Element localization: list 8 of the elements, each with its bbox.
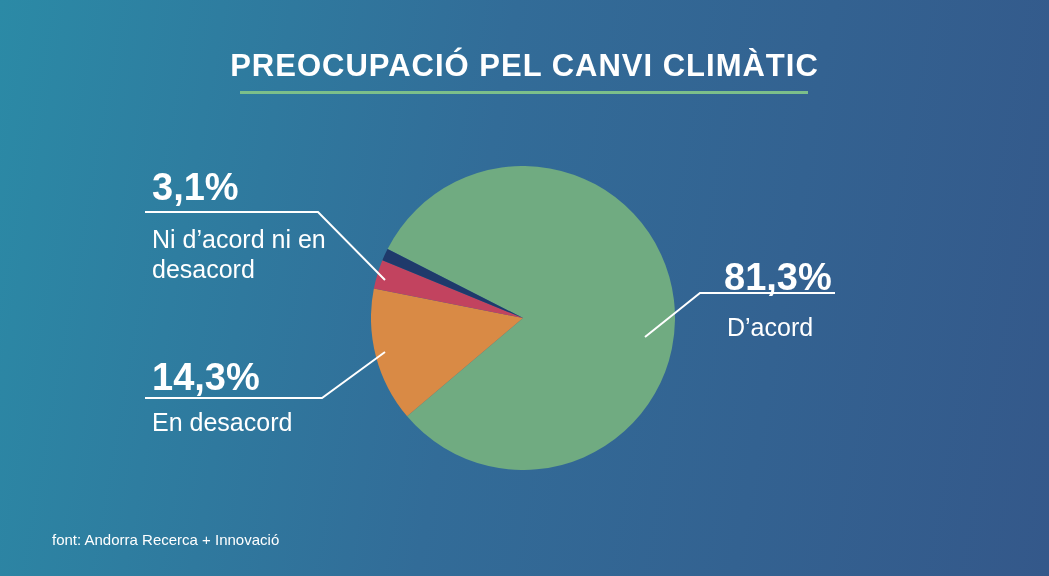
slice-label: En desacord [152,407,294,437]
data-label: 3,1% [152,166,239,209]
slice-label: Ni d’acord ni en desacord [152,224,327,284]
text: font: Andorra Recerca + Innovació [52,531,280,548]
data-label: 81,3% [724,256,832,299]
slice-label: D’acord [727,312,815,342]
chart-title: PREOCUPACIÓ PEL CANVI CLIMÀTIC [229,48,820,84]
data-label: 14,3% [152,356,260,399]
